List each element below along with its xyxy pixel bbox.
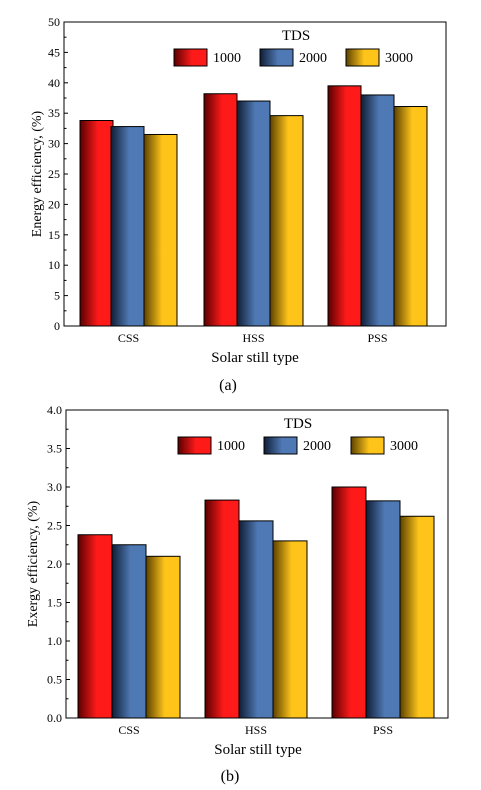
x-category-label: HSS (242, 331, 264, 345)
bar-hss-3000 (269, 115, 304, 327)
y-ticks-b: 0.0 0.5 1.0 1.5 2.0 2.5 3.0 3.5 4.0 (47, 403, 70, 725)
bar-css-1000 (79, 119, 114, 327)
legend-label-3000: 3000 (385, 51, 413, 66)
panel-label-a: (a) (219, 377, 237, 394)
bar-pss-2000 (365, 500, 401, 719)
bars-b (77, 486, 435, 719)
legend-a: 1000 2000 3000 (173, 48, 413, 67)
bar-css-2000 (110, 126, 145, 327)
x-axis-label-b: Solar still type (214, 742, 302, 758)
legend-label-2000: 2000 (303, 439, 331, 454)
bar-hss-2000 (236, 100, 271, 327)
legend-swatch-1000 (173, 48, 208, 67)
x-categories-b: CSS HSS PSS (118, 723, 393, 737)
legend-label-1000: 1000 (213, 51, 241, 66)
bar-pss-3000 (393, 106, 428, 327)
bar-css-3000 (145, 555, 181, 719)
bar-css-2000 (111, 544, 147, 719)
y-tick-label: 5 (54, 289, 60, 303)
bar-pss-1000 (327, 85, 362, 327)
x-categories-a: CSS HSS PSS (118, 331, 388, 345)
y-tick-label: 1.0 (47, 634, 62, 648)
y-tick-label: 0.5 (47, 673, 62, 687)
chart-a: 0 5 10 15 20 25 30 35 40 45 50 CSS HSS PSS 1000 2000 3… (30, 15, 447, 394)
y-tick-label: 3.0 (47, 480, 62, 494)
panel-label-b: (b) (221, 768, 240, 785)
y-tick-label: 0.0 (47, 711, 62, 725)
x-axis-label-a: Solar still type (211, 350, 299, 366)
legend-swatch-3000 (350, 436, 385, 455)
x-category-label: CSS (118, 331, 139, 345)
y-tick-label: 30 (48, 137, 60, 151)
bars-a (79, 85, 428, 327)
bar-hss-1000 (203, 93, 238, 327)
bar-hss-3000 (272, 540, 308, 719)
bar-pss-1000 (331, 486, 367, 719)
legend-title-b: TDS (284, 416, 312, 432)
legend-label-2000: 2000 (299, 51, 327, 66)
bar-css-1000 (77, 534, 113, 719)
y-tick-label: 1.5 (47, 596, 62, 610)
y-axis-label-a: Energy efficiency, (%) (30, 110, 45, 237)
bar-hss-1000 (204, 499, 240, 719)
y-axis-label-b: Exergy efficiency, (%) (26, 500, 41, 627)
y-tick-label: 25 (48, 167, 60, 181)
legend-swatch-2000 (263, 436, 298, 455)
bar-pss-3000 (399, 515, 435, 719)
y-tick-label: 2.5 (47, 519, 62, 533)
x-category-label: PSS (373, 723, 393, 737)
y-tick-label: 2.0 (47, 557, 62, 571)
bar-css-3000 (143, 133, 178, 327)
legend-swatch-3000 (345, 48, 380, 67)
legend-label-3000: 3000 (390, 439, 418, 454)
y-tick-label: 4.0 (47, 403, 62, 417)
x-category-label: HSS (245, 723, 267, 737)
y-tick-label: 40 (48, 76, 60, 90)
x-category-label: PSS (367, 331, 387, 345)
y-tick-label: 45 (48, 45, 60, 59)
x-category-label: CSS (118, 723, 139, 737)
legend-swatch-2000 (259, 48, 294, 67)
chart-b: 0.0 0.5 1.0 1.5 2.0 2.5 3.0 3.5 4.0 CSS HSS PSS 10… (26, 403, 449, 785)
legend-b: 1000 2000 3000 (177, 436, 418, 455)
y-tick-label: 3.5 (47, 442, 62, 456)
y-tick-label: 15 (48, 228, 60, 242)
y-ticks-a: 0 5 10 15 20 25 30 35 40 45 50 (48, 15, 68, 333)
legend-label-1000: 1000 (217, 439, 245, 454)
y-tick-label: 0 (54, 319, 60, 333)
y-tick-label: 35 (48, 106, 60, 120)
legend-title-a: TDS (282, 28, 310, 44)
y-tick-label: 20 (48, 197, 60, 211)
bar-pss-2000 (360, 94, 395, 327)
legend-swatch-1000 (177, 436, 212, 455)
bar-hss-2000 (238, 520, 274, 719)
y-tick-label: 50 (48, 15, 60, 29)
y-tick-label: 10 (48, 258, 60, 272)
